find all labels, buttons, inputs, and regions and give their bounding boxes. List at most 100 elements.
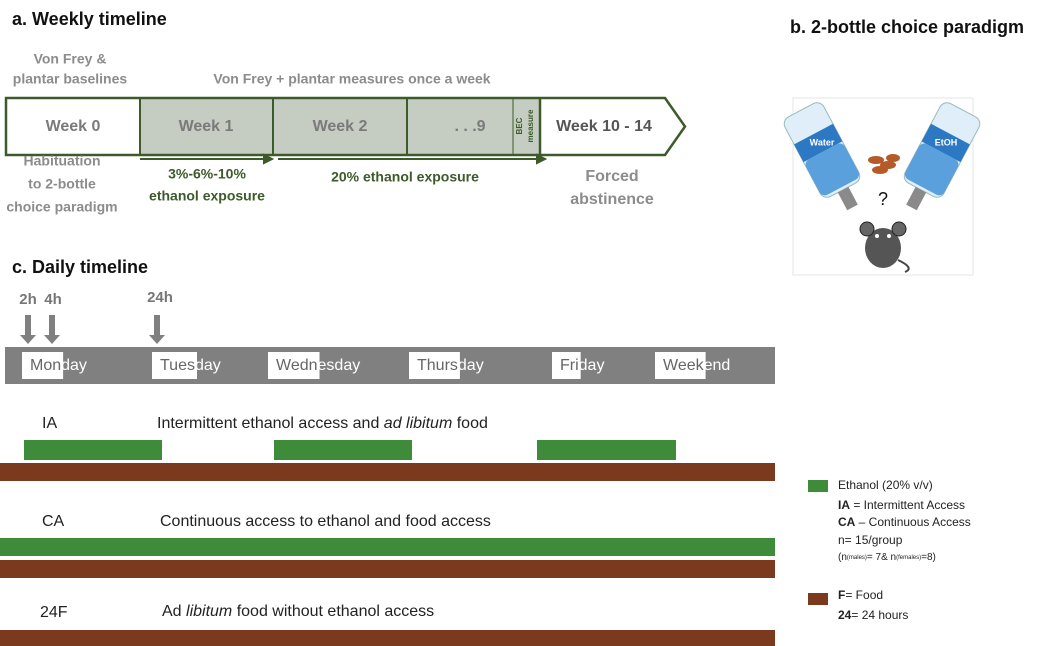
text-part: F	[838, 588, 845, 602]
ramp-label: ethanol exposure	[149, 188, 265, 204]
group-description: Ad libitum food without ethanol access	[162, 603, 434, 620]
legend-text: 24= 24 hours	[838, 608, 908, 622]
access-bars	[0, 440, 775, 646]
text-part: Fri	[560, 357, 579, 374]
group-name: IA	[42, 415, 57, 432]
ethanol-bar	[537, 440, 676, 460]
day-highlight	[552, 352, 581, 379]
text-part: day	[579, 357, 605, 374]
day-label: Friday	[560, 357, 604, 374]
text-part: Tues	[160, 357, 195, 374]
text-part: 24	[838, 608, 852, 622]
period-arrows	[140, 153, 548, 165]
day-highlight	[22, 352, 64, 379]
baseline-label: Von Frey &	[34, 51, 107, 67]
question-mark: ?	[878, 189, 888, 209]
text-part: = 7& n	[867, 552, 896, 563]
bottle-label-text: EtOH	[935, 137, 958, 147]
day-highlight	[268, 352, 320, 379]
week-arrow	[4, 96, 687, 157]
text-part: Intermittent ethanol access and	[157, 415, 384, 432]
ethanol-bar	[24, 440, 162, 460]
text-part: (n	[838, 552, 847, 563]
bottle-label	[794, 123, 843, 163]
time-arrow	[149, 315, 165, 344]
weekly-label: Von Frey + plantar measures once a week	[213, 71, 490, 87]
group-description: Intermittent ethanol access and ad libit…	[157, 415, 488, 432]
week-label: Week 0	[46, 118, 101, 135]
text-part: (males)	[847, 555, 867, 561]
paradigm-illustration: Water EtOH ?	[783, 97, 981, 276]
mouse-body	[865, 228, 901, 268]
panel-a-title: a. Weekly timeline	[12, 9, 167, 29]
text-part: day	[195, 357, 221, 374]
exposure-fill	[140, 98, 540, 155]
group-description: Continuous access to ethanol and food ac…	[160, 513, 491, 530]
legend-text: Ethanol (20% v/v)	[838, 478, 933, 492]
time-arrow	[20, 315, 36, 344]
day-highlight	[409, 352, 460, 379]
week-label: Week 1	[179, 118, 234, 135]
legend-text: (n(males)= 7& n(females)=8)	[838, 552, 936, 563]
day-label: Monday	[30, 357, 87, 374]
time-arrow	[44, 315, 60, 344]
ramp-label: 3%-6%-10%	[168, 166, 246, 182]
legend-text: CA – Continuous Access	[838, 515, 971, 529]
text-part: Mon	[30, 357, 61, 374]
bottle-liquid	[805, 143, 860, 196]
day-highlight	[152, 352, 197, 379]
habituation-label: Habituation	[24, 153, 101, 169]
legend-text: n= 15/group	[838, 533, 903, 547]
week-label: . . .9	[454, 118, 485, 135]
panel-b-title: b. 2-bottle choice paradigm	[790, 17, 1024, 37]
text-part: ad libitum	[384, 415, 452, 432]
legend-text: F= Food	[838, 588, 883, 602]
food-bar	[0, 463, 775, 481]
text-part: Wedn	[276, 357, 318, 374]
food-bar	[0, 560, 775, 578]
bottle-spout	[906, 186, 927, 211]
abstinence-label: abstinence	[570, 191, 654, 208]
notch	[15, 352, 17, 379]
text-part: esday	[318, 357, 361, 374]
day-label: Thursday	[417, 357, 484, 374]
group-name: 24F	[40, 604, 68, 621]
day-label: Tuesday	[160, 357, 221, 374]
bottle-liquid	[904, 143, 959, 196]
text-part: = 24 hours	[851, 608, 908, 622]
habituation-label: choice paradigm	[6, 199, 117, 215]
week-label: Week 10 - 14	[556, 118, 652, 135]
bottle-label	[921, 123, 970, 163]
text-part: day	[61, 357, 87, 374]
food-bar	[0, 630, 775, 646]
etoh-bottle	[903, 102, 981, 211]
arrowhead	[536, 153, 548, 165]
abstinence-label: Forced	[585, 168, 638, 185]
group-name: CA	[42, 513, 65, 530]
food-pellets	[868, 154, 900, 174]
ethanol-bar	[274, 440, 412, 460]
bottle-spout	[837, 186, 858, 211]
ethanol-bar	[0, 538, 775, 556]
text-part: (females)	[896, 555, 921, 561]
bec-label: BEC	[515, 117, 524, 134]
text-part: Week	[663, 357, 705, 374]
text-part: = Intermittent Access	[850, 498, 965, 512]
text-part: day	[458, 357, 484, 374]
text-part: end	[704, 357, 731, 374]
habituation-label: to 2-bottle	[28, 176, 96, 192]
baseline-label: plantar baselines	[13, 71, 128, 87]
time-arrows	[20, 315, 165, 344]
bottle-label-text: Water	[810, 137, 835, 147]
text-part: =8)	[921, 552, 936, 563]
panel-c-title: c. Daily timeline	[12, 257, 148, 277]
text-part: food	[452, 415, 488, 432]
arrow-outline	[4, 96, 687, 157]
time-label: 2h	[19, 291, 37, 308]
week-bar	[5, 347, 775, 384]
day-label: Weekend	[663, 357, 730, 374]
arrowhead	[263, 153, 275, 165]
text-part: IA	[838, 498, 850, 512]
text-part: Ad	[162, 603, 186, 620]
